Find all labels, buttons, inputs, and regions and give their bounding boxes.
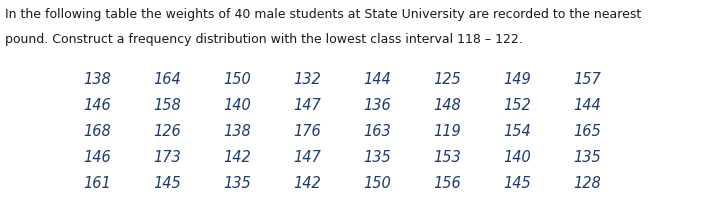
Text: 136: 136 [363, 98, 391, 112]
Text: 142: 142 [293, 175, 321, 190]
Text: 147: 147 [293, 149, 321, 164]
Text: 156: 156 [433, 175, 461, 190]
Text: 145: 145 [503, 175, 531, 190]
Text: 126: 126 [153, 123, 181, 138]
Text: pound. Construct a frequency distribution with the lowest class interval 118 – 1: pound. Construct a frequency distributio… [5, 33, 523, 46]
Text: 153: 153 [433, 149, 461, 164]
Text: In the following table the weights of 40 male students at State University are r: In the following table the weights of 40… [5, 8, 641, 21]
Text: 140: 140 [223, 98, 251, 112]
Text: 135: 135 [223, 175, 251, 190]
Text: 164: 164 [153, 72, 181, 86]
Text: 144: 144 [363, 72, 391, 86]
Text: 132: 132 [293, 72, 321, 86]
Text: 135: 135 [573, 149, 601, 164]
Text: 140: 140 [503, 149, 531, 164]
Text: 145: 145 [153, 175, 181, 190]
Text: 173: 173 [153, 149, 181, 164]
Text: 163: 163 [363, 123, 391, 138]
Text: 148: 148 [433, 98, 461, 112]
Text: 161: 161 [83, 175, 111, 190]
Text: 142: 142 [223, 149, 251, 164]
Text: 144: 144 [573, 98, 601, 112]
Text: 168: 168 [83, 123, 111, 138]
Text: 149: 149 [503, 72, 531, 86]
Text: 146: 146 [83, 149, 111, 164]
Text: 176: 176 [293, 123, 321, 138]
Text: 154: 154 [503, 123, 531, 138]
Text: 138: 138 [223, 123, 251, 138]
Text: 135: 135 [363, 149, 391, 164]
Text: 165: 165 [573, 123, 601, 138]
Text: 150: 150 [223, 72, 251, 86]
Text: 158: 158 [153, 98, 181, 112]
Text: 138: 138 [83, 72, 111, 86]
Text: 147: 147 [293, 98, 321, 112]
Text: 125: 125 [433, 72, 461, 86]
Text: 146: 146 [83, 98, 111, 112]
Text: 128: 128 [573, 175, 601, 190]
Text: 150: 150 [363, 175, 391, 190]
Text: 119: 119 [433, 123, 461, 138]
Text: 157: 157 [573, 72, 601, 86]
Text: 152: 152 [503, 98, 531, 112]
